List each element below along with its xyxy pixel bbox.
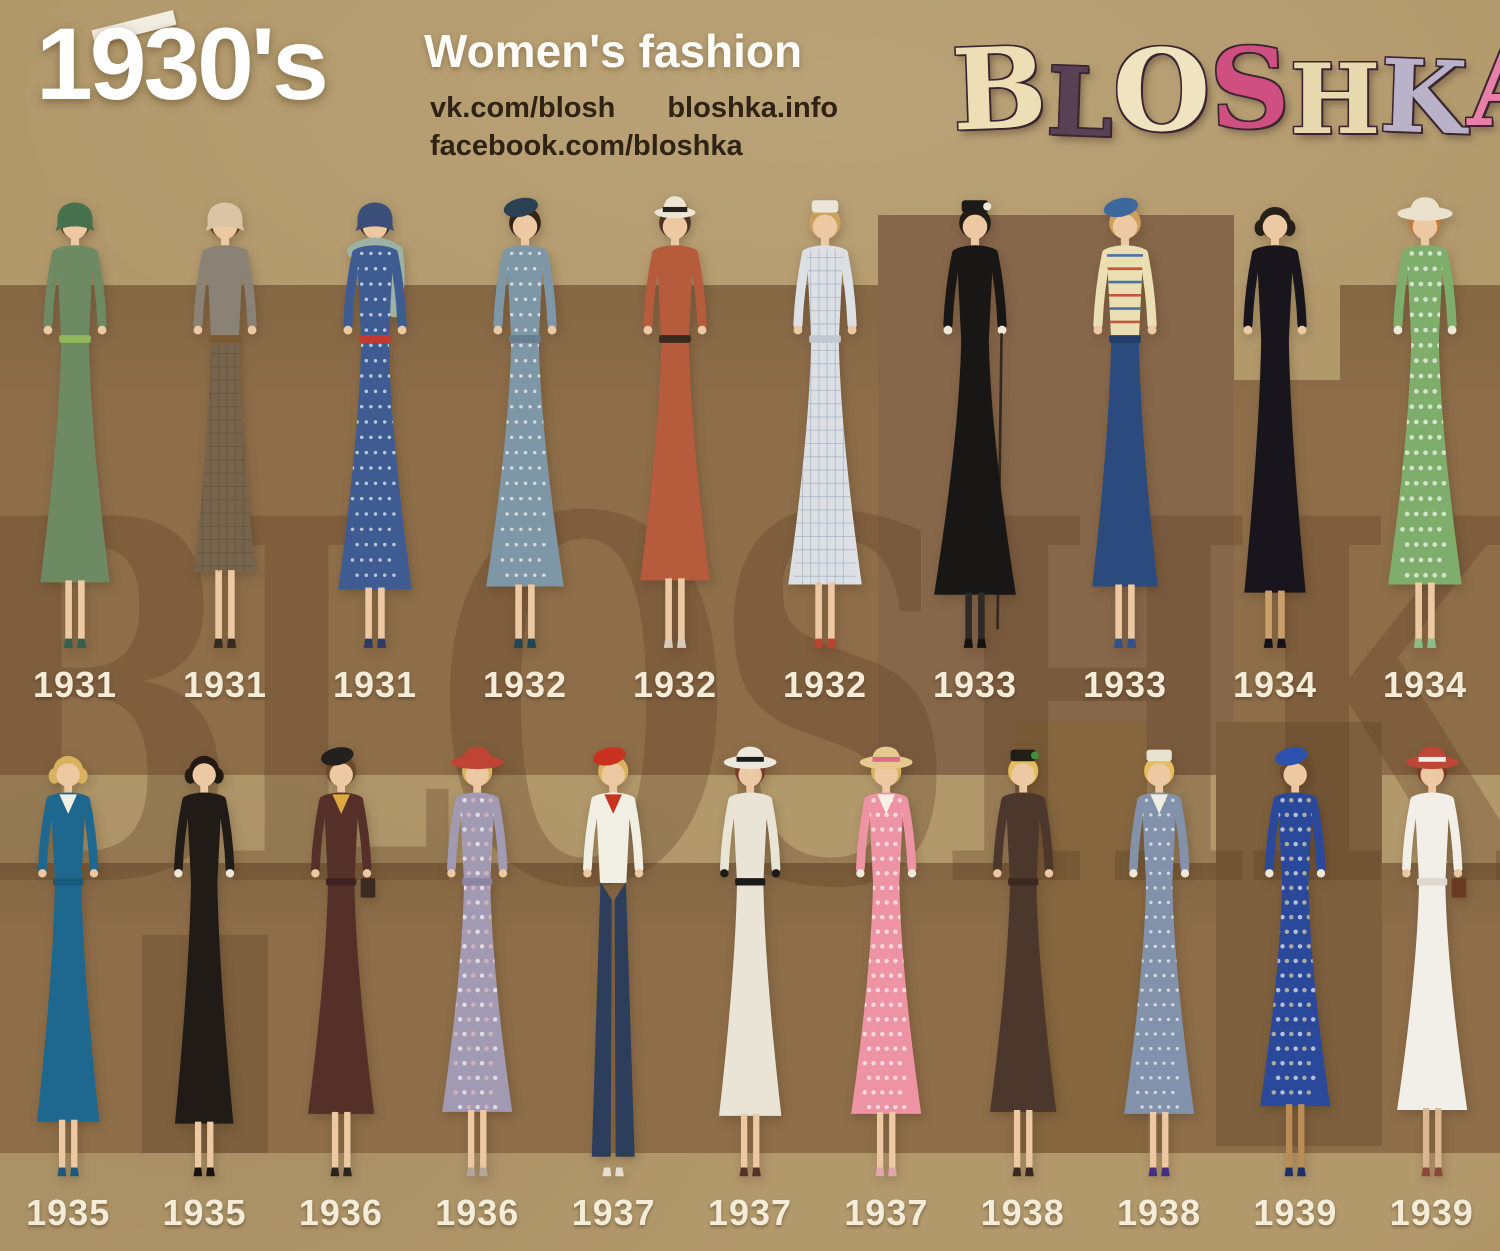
figure-illustration xyxy=(174,755,235,1177)
figure-illustration xyxy=(788,200,862,648)
year-label: 1939 xyxy=(1389,1192,1474,1233)
year-label: 1932 xyxy=(482,664,568,705)
vk-link: vk.com/blosh xyxy=(430,92,616,124)
figure-illustration xyxy=(193,202,257,648)
figure-illustration xyxy=(718,746,782,1177)
year-label: 1935 xyxy=(162,1192,247,1233)
figure-1931-2: 1931 xyxy=(150,186,300,705)
figure-illustration xyxy=(486,197,564,648)
figure-1939-11: 1939 xyxy=(1364,732,1500,1233)
bloshka-logo: BLOSHKA xyxy=(949,14,1500,159)
figure-row-1935-1939: 1935 1935 1936 1936 1937 1937 1937 1938 1938 1939… xyxy=(0,732,1500,1233)
figure-illustration xyxy=(640,196,710,648)
page-title: 1930's xyxy=(36,7,329,121)
figure-illustration xyxy=(1396,746,1467,1177)
figure-1938-8: 1938 xyxy=(955,732,1091,1233)
figure-illustration xyxy=(1243,206,1307,648)
year-label: 1936 xyxy=(298,1192,383,1233)
year-label: 1939 xyxy=(1253,1192,1338,1233)
site-link: bloshka.info xyxy=(667,92,839,124)
year-label: 1931 xyxy=(32,664,118,705)
figure-1937-5: 1937 xyxy=(545,732,681,1233)
year-label: 1938 xyxy=(980,1192,1065,1233)
figure-1937-6: 1937 xyxy=(682,732,818,1233)
year-label: 1933 xyxy=(932,664,1018,705)
figure-illustration xyxy=(1092,197,1158,648)
figure-illustration xyxy=(1123,749,1195,1177)
figure-1935-1: 1935 xyxy=(0,732,136,1233)
figure-illustration xyxy=(1388,197,1462,648)
logo-letter-A: A xyxy=(1467,27,1500,143)
figure-1935-2: 1935 xyxy=(136,732,272,1233)
figure-illustration xyxy=(989,749,1056,1177)
figure-1932-6: 1932 xyxy=(750,186,900,705)
logo-letter-L: L xyxy=(1044,46,1115,160)
year-label: 1937 xyxy=(844,1192,929,1233)
figure-1931-1: 1931 xyxy=(0,186,150,705)
figure-row-1931-1934: 1931 1931 1931 1932 1932 1932 1933 1933 1934 1934 xyxy=(0,186,1500,705)
facebook-link: facebook.com/bloshka xyxy=(430,130,743,162)
figure-illustration xyxy=(583,747,644,1177)
logo-letter-K: K xyxy=(1378,36,1470,158)
figure-illustration xyxy=(442,746,513,1177)
figure-1934-10: 1934 xyxy=(1350,186,1500,705)
figure-1937-7: 1937 xyxy=(818,732,954,1233)
year-label: 1931 xyxy=(182,664,268,705)
social-links-line1: vk.com/blosh bloshka.info xyxy=(430,92,838,125)
figure-1939-10: 1939 xyxy=(1227,732,1363,1233)
year-label: 1938 xyxy=(1117,1192,1202,1233)
figure-1931-3: 1931 xyxy=(300,186,450,705)
figure-1936-4: 1936 xyxy=(409,732,545,1233)
figure-illustration xyxy=(851,746,922,1177)
figure-illustration xyxy=(37,755,100,1177)
figure-1933-7: 1933 xyxy=(900,186,1050,705)
year-label: 1932 xyxy=(782,664,868,705)
figure-1934-9: 1934 xyxy=(1200,186,1350,705)
page-subtitle: Women's fashion xyxy=(424,25,803,77)
logo-letter-H: H xyxy=(1289,43,1381,156)
figure-1932-5: 1932 xyxy=(600,186,750,705)
year-label: 1937 xyxy=(571,1192,656,1233)
year-label: 1935 xyxy=(26,1192,111,1233)
logo-letter-S: S xyxy=(1208,22,1292,155)
year-label: 1934 xyxy=(1382,664,1468,705)
figure-illustration xyxy=(307,747,375,1177)
social-links-line2: facebook.com/bloshka xyxy=(430,130,743,163)
figure-1932-4: 1932 xyxy=(450,186,600,705)
figure-illustration xyxy=(40,202,110,648)
figure-1936-3: 1936 xyxy=(273,732,409,1233)
figure-illustration xyxy=(338,202,412,648)
figure-1933-8: 1933 xyxy=(1050,186,1200,705)
figure-1938-9: 1938 xyxy=(1091,732,1227,1233)
year-label: 1934 xyxy=(1232,664,1318,705)
figure-illustration xyxy=(1260,747,1331,1177)
year-label: 1931 xyxy=(332,664,418,705)
logo-letter-O: O xyxy=(1112,26,1211,157)
figure-illustration xyxy=(934,200,1016,648)
year-label: 1933 xyxy=(1082,664,1168,705)
year-label: 1932 xyxy=(632,664,718,705)
background-patch xyxy=(878,215,1234,775)
logo-letter-B: B xyxy=(949,22,1049,157)
year-label: 1936 xyxy=(435,1192,520,1233)
year-label: 1937 xyxy=(707,1192,793,1233)
